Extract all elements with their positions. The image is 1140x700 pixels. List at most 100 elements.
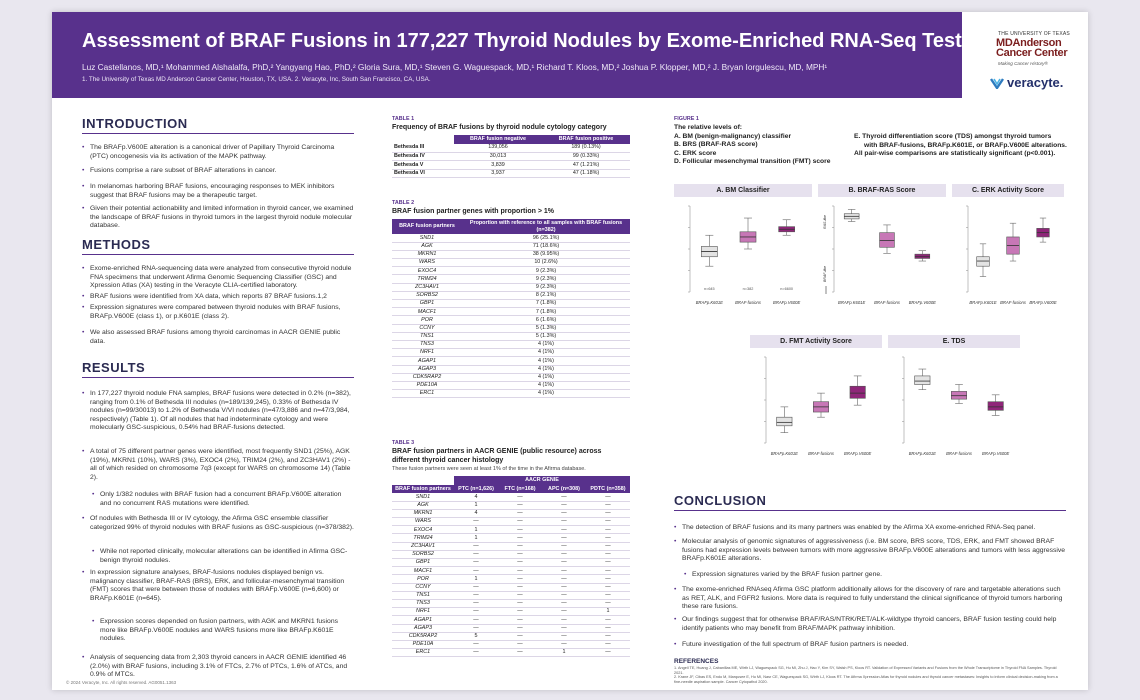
table-cell: — (586, 648, 630, 658)
table-row: AGAP1— — — — (392, 615, 630, 625)
table-cell: — (498, 599, 542, 609)
methods-bullet: Expression signatures were compared betw… (82, 304, 354, 321)
table-header-cell (392, 135, 454, 144)
table-cell: TRIM24 (392, 533, 454, 543)
table-header-row: BRAF fusion partners PTC (n=1,626) FTC (n=… (392, 484, 630, 493)
table-2: BRAF fusion partners Proportion with refe… (392, 219, 630, 399)
methods-bullet: Exome-enriched RNA-sequencing data were … (82, 265, 354, 291)
table-row: TNS3 4 (1%) (392, 340, 630, 350)
table-cell: — (542, 517, 586, 527)
table-cell: — (454, 599, 498, 609)
table-cell: — (542, 509, 586, 519)
poster-title: Assessment of BRAF Fusions in 177,227 Th… (82, 30, 992, 52)
table-cell: — (498, 525, 542, 535)
x-tick-label: BRAFp.V600E (773, 300, 800, 305)
table-cell: — (454, 648, 498, 658)
x-tick-label: BRAFp.K601E (909, 451, 936, 456)
table-row: CDK5RAP2 5— — — (392, 632, 630, 641)
table-cell: — (586, 624, 630, 633)
table-cell: 4 (1%) (462, 381, 630, 391)
table-cell: — (498, 517, 542, 527)
introduction-heading-rule (82, 133, 354, 134)
table-cell: — (454, 558, 498, 568)
table-row: TNS3— — — — (392, 599, 630, 609)
table-cell: AGK (392, 242, 462, 251)
table-3-title: BRAF fusion partners in AACR GENIE (publ… (392, 448, 602, 464)
results-heading-rule (82, 377, 354, 378)
x-tick-label: BRAFp.V600E (1029, 300, 1056, 305)
conclusion-bullet: Expression signatures varied by the BRAF… (684, 571, 1066, 580)
table-cell: — (542, 550, 586, 560)
results-bullet: Expression scores depended on fusion par… (92, 618, 354, 644)
figure-1-legend-line: E. Thyroid differentiation score (TDS) a… (854, 133, 1052, 140)
table-cell: — (586, 599, 630, 609)
results-heading: RESULTS (82, 360, 146, 375)
results-bullet: A total of 75 different partner genes we… (82, 448, 354, 482)
affiliations: 1. The University of Texas MD Anderson C… (82, 76, 431, 83)
mda-logo-tagline: Making Cancer History® (998, 61, 1048, 66)
table-cell: MKRN1 (392, 509, 454, 519)
table-cell: — (542, 493, 586, 502)
table-cell: ERC1 (392, 648, 454, 658)
box-plot-svg: BRAFp.K601E BRAF-fusions BRAFp.V600E RAS-li… (823, 205, 936, 305)
table-cell: 30,013 (454, 152, 542, 162)
table-row: NRF1 4 (1%) (392, 348, 630, 358)
table-cell: 139,056 (454, 143, 542, 153)
table-cell: SORBS2 (392, 550, 454, 560)
box-plot-panel: E. TDS BRAFp.K601E BRAF-fusions BRAFp.V600E (888, 335, 1020, 463)
table-cell: — (454, 607, 498, 617)
box-plot-svg: BRAFp.K601E n=645 BRAF-fusions n=382 BRAFp.V… (688, 205, 800, 305)
table-cell: — (542, 533, 586, 543)
table-cell: 47 (1.21%) (542, 160, 630, 170)
x-tick-label: BRAF-fusions (808, 451, 835, 456)
table-cell: 4 (454, 493, 498, 502)
table-cell: SND1 (392, 493, 454, 502)
table-cell: GBP1 (392, 558, 454, 568)
conclusion-bullet: Molecular analysis of genomic signatures… (674, 538, 1066, 564)
conclusion-bullet: Our findings suggest that for otherwise … (674, 616, 1066, 633)
table-cell: TNS1 (392, 591, 454, 600)
table-cell: — (498, 533, 542, 543)
table-cell: POR (392, 574, 454, 584)
table-cell: — (498, 566, 542, 576)
box-plot-title: D. FMT Activity Score (750, 335, 882, 348)
intro-bullet: The BRAFp.V600E alteration is a canonica… (82, 144, 354, 161)
table-row: WARS — — — — (392, 517, 630, 527)
table-cell: 5 (454, 632, 498, 641)
table-cell: 4 (1%) (462, 365, 630, 374)
box-iqr (987, 401, 1004, 411)
table-cell: 3,839 (454, 160, 542, 170)
x-tick-label: BRAF-fusions (1000, 300, 1027, 305)
results-bullet: Analysis of sequencing data from 2,303 t… (82, 654, 354, 680)
table-cell: — (586, 533, 630, 543)
table-cell: — (542, 542, 586, 551)
table-cell: 4 (1%) (462, 356, 630, 366)
x-tick-label: BRAFp.K601E (696, 300, 723, 305)
table-2-title: BRAF fusion partner genes with proportio… (392, 208, 554, 215)
table-cell: 1 (542, 648, 586, 658)
box-iqr (914, 375, 931, 385)
table-cell: 1 (454, 501, 498, 510)
box-plot-panel: A. BM Classifier BRAFp.K601E n=645 BRAF-fus… (674, 184, 812, 312)
table-row: AGAP1 4 (1%) (392, 356, 630, 366)
table-cell: 5 (1.3%) (462, 324, 630, 333)
table-cell: — (586, 517, 630, 527)
copyright: © 2024 Veracyte, Inc. All rights reserve… (66, 680, 177, 685)
methods-heading-rule (82, 254, 354, 255)
table-cell: — (586, 509, 630, 519)
figure-1-legend-line: C. ERK score (674, 149, 717, 157)
table-cell: ERC1 (392, 389, 462, 399)
table-row: Bethesda V 3,839 47 (1.21%) (392, 160, 630, 170)
table-header-cell: Proportion with reference to all samples… (462, 219, 630, 234)
table-row: GBP1 7 (1.8%) (392, 299, 630, 309)
table-header-cell: BRAF fusion negative (454, 135, 542, 144)
table-row: EXOC4 1— — — (392, 525, 630, 535)
table-cell: 189 (0.13%) (542, 143, 630, 153)
box-plot-title: C. ERK Activity Score (952, 184, 1064, 197)
table-row: WARS 10 (2.6%) (392, 258, 630, 268)
reference-item: 1. Angell TE, Huang J, Cabanillas ME, Wi… (674, 666, 1057, 675)
author-list: Luz Castellanos, MD,¹ Mohammed Alshalalf… (82, 62, 828, 72)
box-count-label: n=382 (743, 287, 754, 291)
table-cell: — (542, 574, 586, 584)
intro-bullet: Fusions comprise a rare subset of BRAF a… (82, 167, 354, 176)
